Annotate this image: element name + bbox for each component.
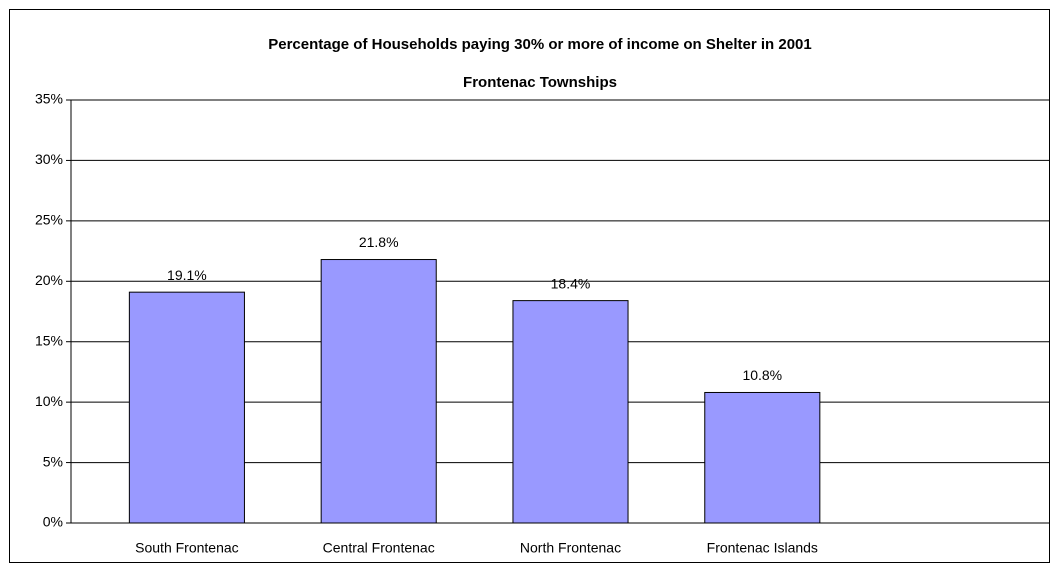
x-tick-label: North Frontenac (520, 540, 621, 556)
y-tick-label: 20% (35, 272, 63, 288)
y-tick-label: 10% (35, 393, 63, 409)
chart-title: Percentage of Households paying 30% or m… (268, 36, 811, 53)
x-tick-label: Frontenac Islands (707, 540, 818, 556)
bar (320, 259, 437, 524)
y-tick-label: 5% (43, 453, 63, 469)
y-tick-label: 15% (35, 332, 63, 348)
chart-subtitle: Frontenac Townships (463, 74, 617, 91)
x-tick-label: Central Frontenac (323, 540, 435, 556)
y-tick-label: 35% (35, 91, 63, 107)
y-tick-label: 30% (35, 151, 63, 167)
bar (128, 291, 245, 524)
value-label: 19.1% (167, 267, 207, 283)
bar (512, 300, 629, 524)
x-tick-label: South Frontenac (135, 540, 239, 556)
value-label: 10.8% (742, 367, 782, 383)
y-tick-label: 0% (43, 514, 63, 530)
value-label: 18.4% (551, 275, 591, 291)
bar (704, 391, 821, 524)
value-label: 21.8% (359, 234, 399, 250)
y-tick-label: 25% (35, 212, 63, 228)
